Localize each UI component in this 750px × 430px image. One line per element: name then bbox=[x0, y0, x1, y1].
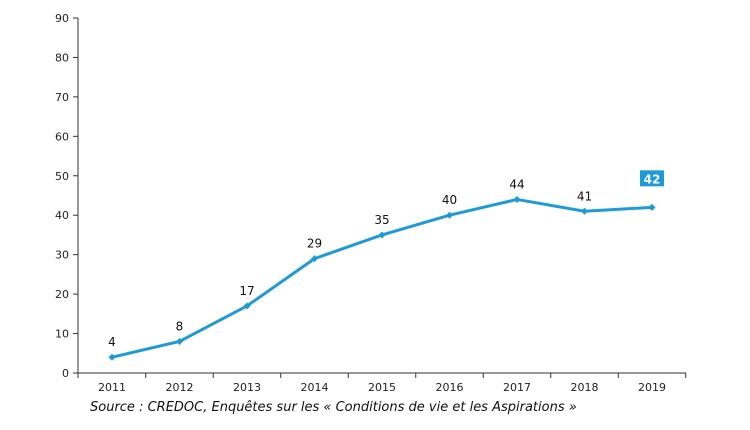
data-point bbox=[446, 211, 453, 219]
y-tick-label: 30 bbox=[55, 249, 69, 262]
y-tick-label: 80 bbox=[55, 51, 69, 64]
data-point bbox=[378, 231, 386, 239]
data-point bbox=[513, 195, 521, 203]
data-point bbox=[311, 255, 318, 263]
data-point bbox=[108, 353, 116, 361]
chart-axes bbox=[77, 18, 686, 374]
data-label: 44 bbox=[509, 177, 524, 191]
y-tick-label: 40 bbox=[55, 209, 69, 222]
x-tick-label: 2011 bbox=[98, 381, 126, 394]
y-tick-label: 50 bbox=[55, 170, 69, 183]
x-tick-label: 2016 bbox=[436, 381, 464, 394]
x-axis-ticks: 2011 2012 2013 2014 2015 2016 2017 2018 2019 bbox=[77, 373, 687, 394]
y-tick-label: 0 bbox=[62, 367, 69, 380]
x-tick-label: 2018 bbox=[571, 381, 599, 394]
x-tick-label: 2012 bbox=[166, 381, 194, 394]
data-point bbox=[648, 203, 656, 211]
x-tick-label: 2015 bbox=[368, 381, 396, 394]
data-point bbox=[581, 207, 588, 215]
data-label: 41 bbox=[577, 189, 592, 203]
y-tick-label: 90 bbox=[55, 12, 69, 25]
y-tick-label: 70 bbox=[55, 91, 69, 104]
data-label: 4 bbox=[108, 335, 116, 349]
data-label: 35 bbox=[374, 213, 389, 227]
data-label: 29 bbox=[307, 237, 322, 251]
data-label: 42 bbox=[644, 172, 661, 186]
data-label: 40 bbox=[442, 193, 457, 207]
data-points bbox=[108, 195, 656, 361]
x-tick-label: 2017 bbox=[503, 381, 531, 394]
y-axis-ticks: 0 10 20 30 40 50 60 70 80 90 bbox=[55, 12, 78, 380]
data-labels: 4 8 17 29 35 40 44 41 42 bbox=[108, 170, 664, 349]
data-label: 17 bbox=[239, 284, 254, 298]
x-tick-label: 2013 bbox=[233, 381, 261, 394]
data-point bbox=[243, 302, 251, 310]
y-tick-label: 60 bbox=[55, 130, 69, 143]
x-tick-label: 2019 bbox=[638, 381, 666, 394]
data-point bbox=[176, 337, 183, 345]
highlight-label-box bbox=[640, 170, 664, 187]
source-note: Source : CREDOC, Enquêtes sur les « Cond… bbox=[90, 400, 577, 415]
y-tick-label: 20 bbox=[55, 288, 69, 301]
data-label: 8 bbox=[176, 319, 184, 333]
y-tick-label: 10 bbox=[55, 328, 69, 341]
x-tick-label: 2014 bbox=[301, 381, 329, 394]
